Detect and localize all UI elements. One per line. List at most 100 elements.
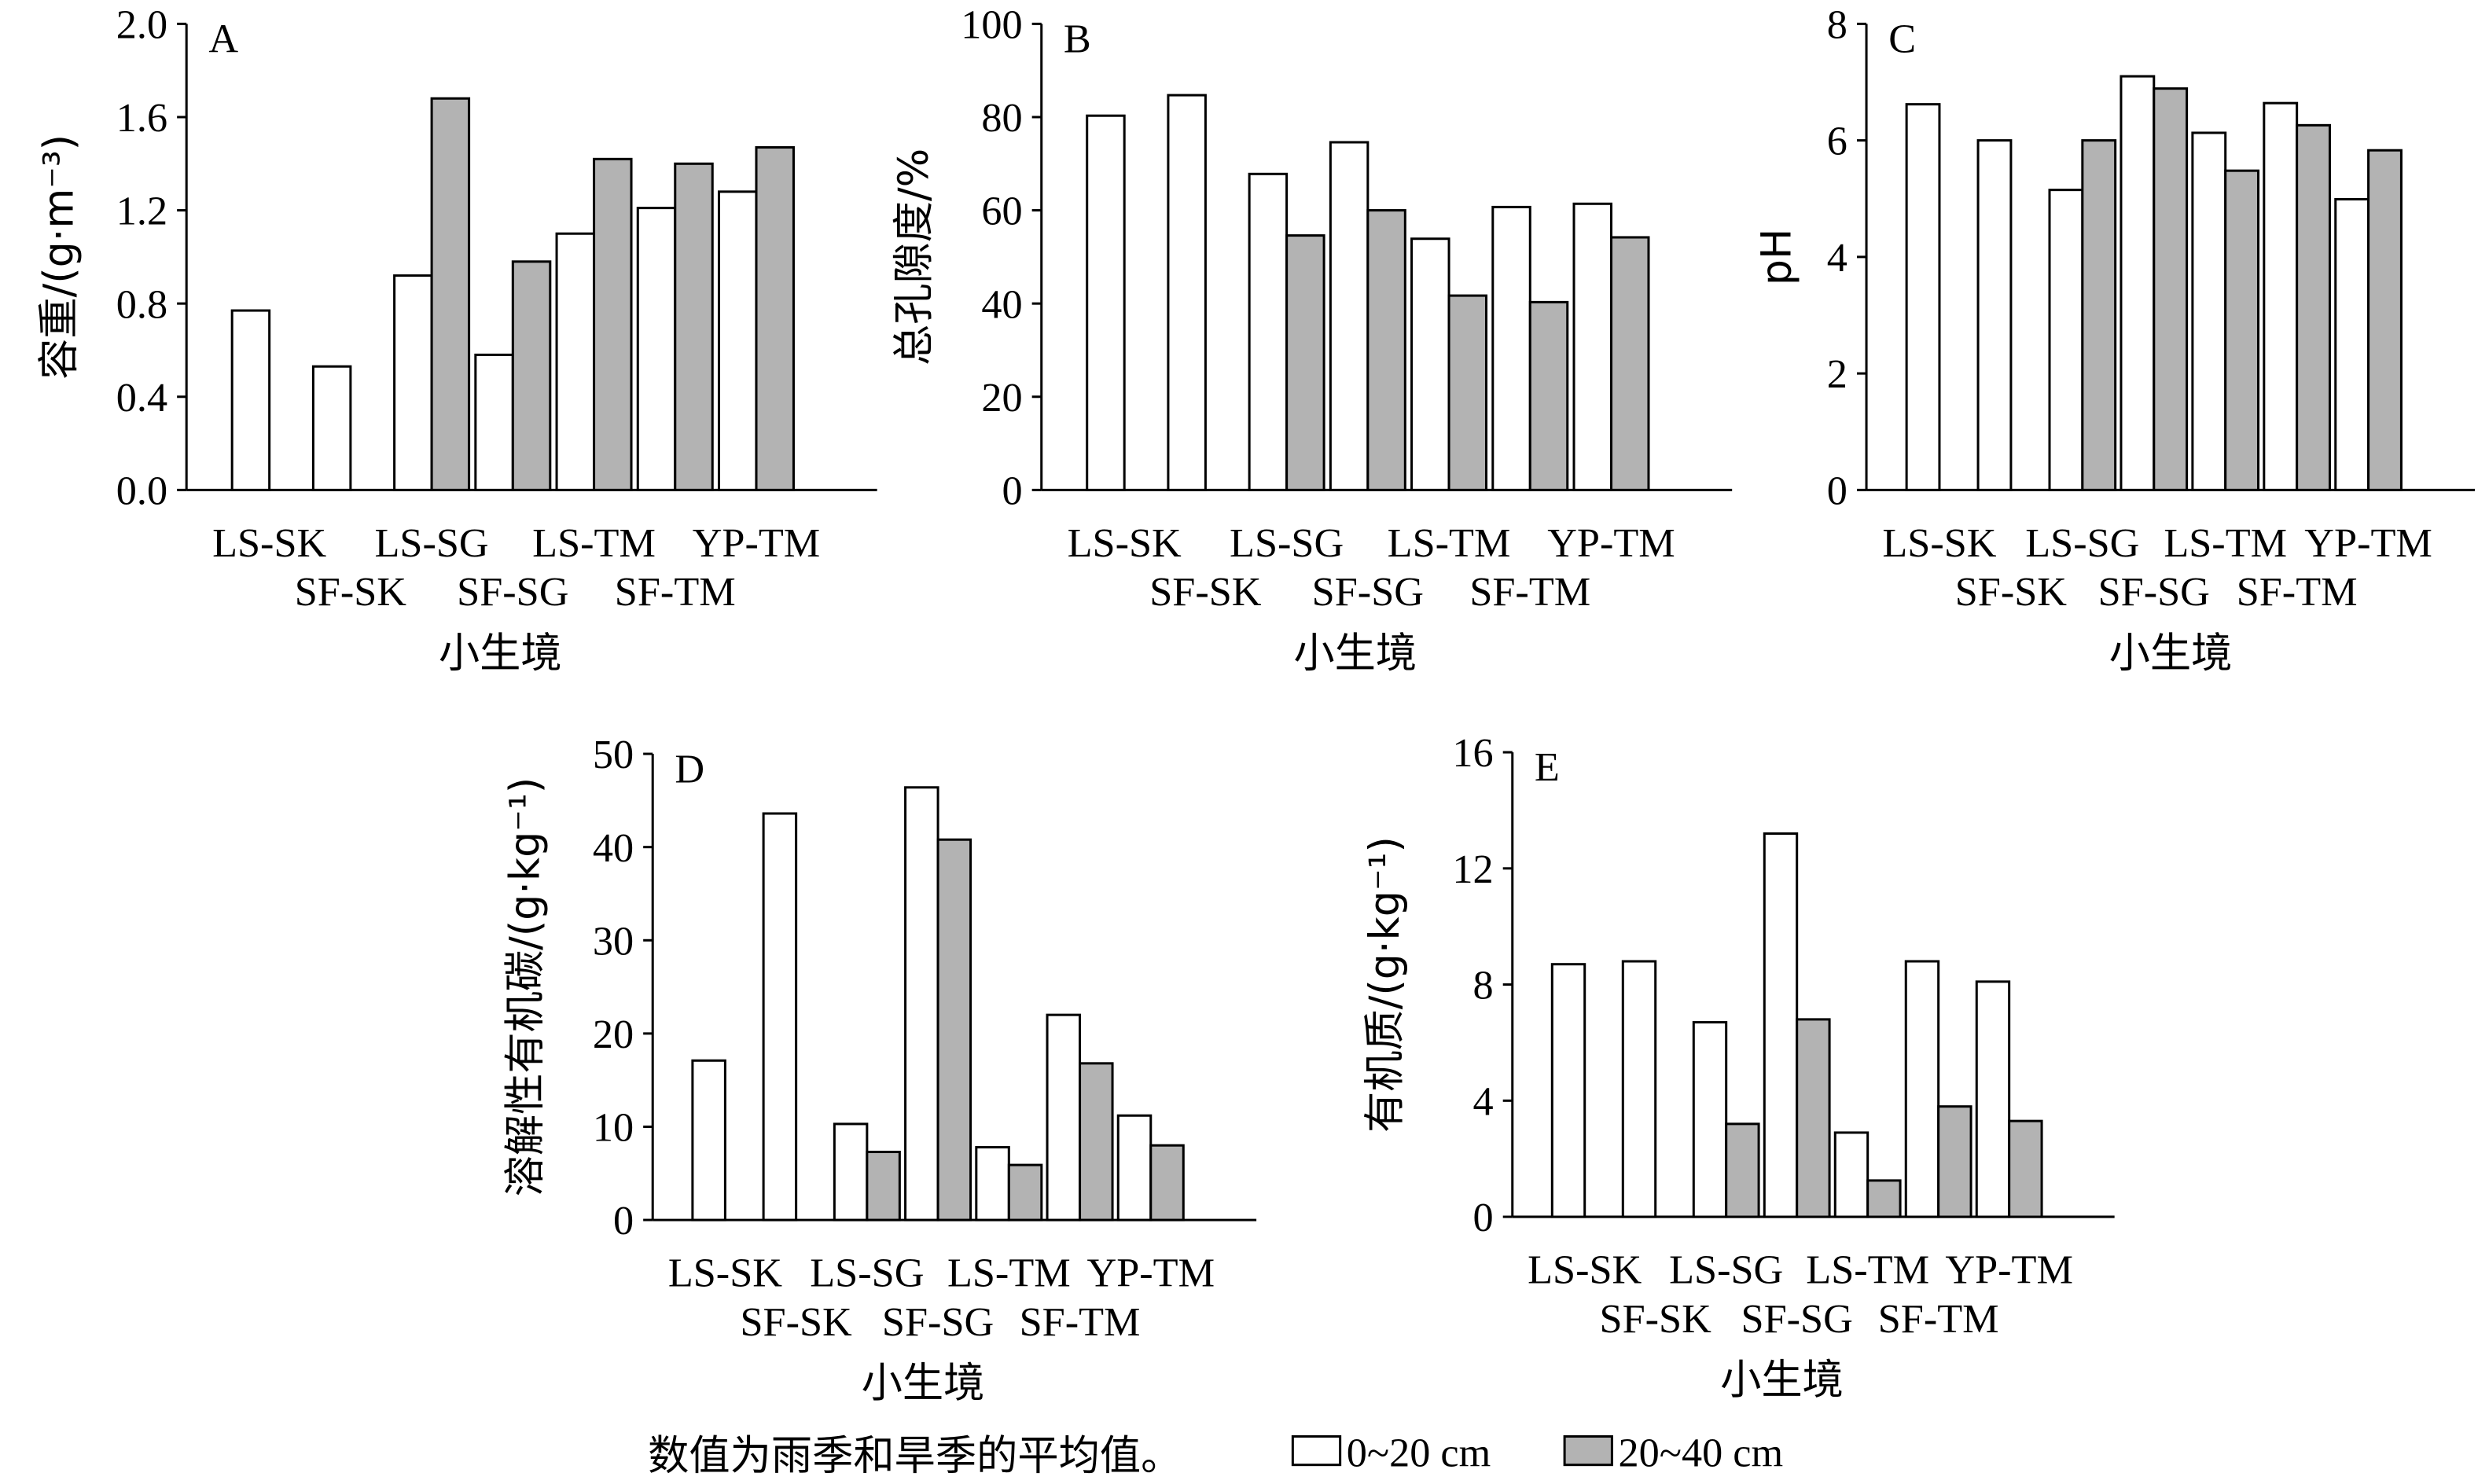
bar-LS-SG-20-40 <box>2081 139 2117 491</box>
x-tick-label: SF-TM <box>1469 569 1590 615</box>
panel-B: 0 20 40 60 80 100 B 总孔隙度/% LS-SKSF-SKLS-SGSF-SGL… <box>890 2 1733 678</box>
y-tick-label: 60 <box>981 189 1022 234</box>
bar-YP-TM-20-40 <box>2008 1119 2043 1218</box>
y-tick-label: 20 <box>593 1012 634 1057</box>
x-tick-label: LS-SK <box>1528 1247 1642 1292</box>
y-tick-label: 40 <box>981 281 1022 327</box>
bar-SF-SG-0-20 <box>474 353 514 491</box>
y-axis-label: 溶解性有机碳/(g·kg⁻¹) <box>501 777 549 1197</box>
bar-LS-TM-20-40 <box>2224 169 2260 491</box>
bar-LS-SK-0-20 <box>691 1059 726 1221</box>
x-tick-label: YP-TM <box>1547 520 1675 566</box>
x-tick-label: LS-SK <box>1068 520 1182 566</box>
x-tick-label: SF-SK <box>1149 569 1262 615</box>
bar-SF-TM-20-40 <box>674 162 714 491</box>
y-tick-label: 40 <box>593 825 634 871</box>
bar-LS-TM-20-40 <box>1447 294 1488 491</box>
bar-YP-TM-20-40 <box>1609 236 1650 491</box>
x-tick-label: LS-TM <box>2164 520 2287 566</box>
panel-label: B <box>1064 17 1091 62</box>
bar-SF-SG-20-40 <box>936 838 972 1221</box>
panel-label: E <box>1535 744 1560 790</box>
y-tick-label: 20 <box>981 375 1022 421</box>
bar-YP-TM-0-20 <box>2334 197 2370 491</box>
legend: 数值为雨季和旱季的平均值。 0~20 cm 20~40 cm <box>648 1431 1783 1480</box>
x-tick-label: YP-TM <box>1945 1247 2073 1292</box>
legend-swatch-20-40 <box>1563 1434 1613 1467</box>
y-tick-label: 8 <box>1473 963 1494 1008</box>
y-tick-label: 80 <box>981 95 1022 141</box>
bar-SF-TM-0-20 <box>2263 101 2299 491</box>
y-tick-label: 0.4 <box>116 375 167 421</box>
y-tick-label: 4 <box>1473 1078 1494 1124</box>
bar-LS-TM-20-40 <box>593 157 633 491</box>
bar-LS-SK-0-20 <box>1550 963 1586 1218</box>
x-tick-label: SF-TM <box>1020 1299 1141 1345</box>
bar-YP-TM-0-20 <box>1116 1114 1153 1221</box>
legend-label-0-20: 0~20 cm <box>1347 1431 1491 1476</box>
x-tick-label: LS-SG <box>810 1251 924 1296</box>
bar-YP-TM-0-20 <box>1975 980 2011 1218</box>
bar-SF-SG-20-40 <box>1366 209 1406 491</box>
bar-YP-TM-20-40 <box>2367 149 2403 491</box>
y-tick-label: 0.8 <box>116 281 167 327</box>
panel-C: 0 2 4 6 8 CpH LS-SKSF-SKLS-SGSF-SGLS-TMSF-TMYP… <box>1753 2 2475 678</box>
x-tick-label: SF-SG <box>2098 569 2210 615</box>
bar-LS-SG-0-20 <box>2048 189 2084 491</box>
bar-SF-SK-0-20 <box>762 812 798 1221</box>
legend-swatch-0-20 <box>1291 1434 1342 1467</box>
x-tick-label: SF-SG <box>1741 1296 1853 1342</box>
bar-SF-TM-0-20 <box>1904 960 1940 1218</box>
bar-SF-SG-20-40 <box>1796 1018 1831 1218</box>
bar-YP-TM-20-40 <box>755 146 795 491</box>
y-tick-label: 1.2 <box>116 189 167 234</box>
bar-LS-TM-0-20 <box>975 1146 1010 1221</box>
y-tick-label: 0 <box>1827 468 1847 513</box>
y-tick-label: 0 <box>613 1198 634 1243</box>
x-tick-label: YP-TM <box>2304 520 2432 566</box>
y-tick-label: 50 <box>593 732 634 777</box>
panel-label: D <box>675 746 704 792</box>
x-tick-label: LS-SK <box>1882 520 1996 566</box>
x-tick-label: SF-TM <box>615 569 736 615</box>
bar-LS-TM-20-40 <box>1007 1163 1043 1221</box>
bar-SF-SG-20-40 <box>2153 87 2189 491</box>
bar-LS-SG-0-20 <box>1692 1021 1728 1218</box>
bar-YP-TM-0-20 <box>1572 202 1613 491</box>
y-tick-label: 10 <box>593 1105 634 1151</box>
bar-LS-SK-0-20 <box>1905 103 1941 491</box>
y-tick-label: 100 <box>961 2 1022 47</box>
bar-SF-SG-0-20 <box>1329 141 1370 491</box>
y-tick-label: 30 <box>593 918 634 964</box>
y-tick-label: 16 <box>1452 730 1493 776</box>
y-axis-label: 总孔隙度/% <box>890 149 938 365</box>
y-tick-label: 8 <box>1827 2 1847 47</box>
y-tick-label: 0.0 <box>116 468 167 513</box>
bar-LS-TM-0-20 <box>1833 1131 1870 1218</box>
y-tick-label: 6 <box>1827 119 1847 164</box>
bar-SF-TM-0-20 <box>1046 1013 1082 1221</box>
x-tick-label: LS-TM <box>1388 520 1511 566</box>
x-tick-label: YP-TM <box>1086 1251 1215 1296</box>
bar-SF-SK-0-20 <box>1976 139 2013 491</box>
bar-LS-TM-0-20 <box>555 232 596 491</box>
bar-SF-TM-20-40 <box>1528 300 1569 491</box>
y-tick-label: 1.6 <box>116 95 167 141</box>
x-axis-label: 小生境 <box>1720 1356 1844 1404</box>
bar-SF-TM-0-20 <box>636 207 677 491</box>
x-tick-label: SF-SG <box>457 569 568 615</box>
bar-LS-TM-0-20 <box>1410 237 1450 491</box>
bar-LS-TM-20-40 <box>1866 1179 1902 1218</box>
x-tick-label: SF-SK <box>1600 1296 1712 1342</box>
y-tick-label: 0 <box>1002 468 1022 513</box>
bar-SF-SK-0-20 <box>1167 94 1207 491</box>
bar-SF-TM-20-40 <box>1079 1062 1114 1221</box>
y-axis-label: pH <box>1753 229 1801 285</box>
x-tick-label: LS-TM <box>947 1251 1071 1296</box>
x-tick-label: YP-TM <box>693 520 821 566</box>
panel-label: A <box>208 17 238 62</box>
y-axis-label: 容重/(g·m⁻³) <box>35 134 83 380</box>
x-tick-label: LS-SG <box>1669 1247 1783 1292</box>
